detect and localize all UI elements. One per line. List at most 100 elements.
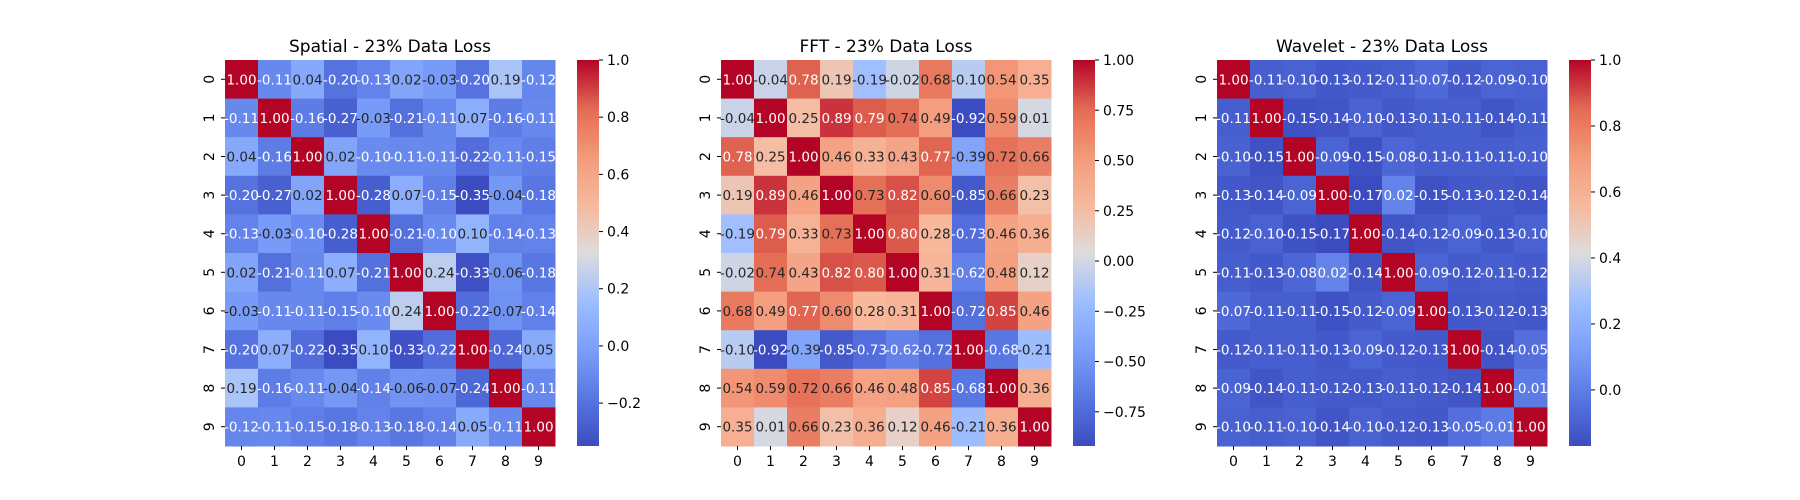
cell-value-label: -0.14: [1480, 111, 1515, 127]
x-tick-label: 2: [799, 454, 808, 470]
heatmap-cell: [1349, 175, 1383, 215]
cell-value-label: 1.00: [259, 111, 289, 127]
heatmap-cell: [522, 291, 556, 331]
y-tick-label: 1: [698, 113, 714, 122]
heatmap-cell: [489, 175, 523, 215]
cell-value-label: 0.46: [920, 420, 950, 436]
colorbar-ticks: 1.0 0.8 0.6 0.4 0.2 0.0: [1591, 53, 1621, 399]
cell-value-label: 0.85: [920, 381, 950, 397]
heatmap-cell: [1250, 137, 1284, 177]
cell-value-label: 1.00: [788, 150, 818, 166]
heatmap-cell: [423, 214, 457, 254]
y-tick-label: 2: [1194, 152, 1210, 161]
heatmap-cell: [522, 330, 556, 370]
y-tick-label: 3: [202, 191, 218, 200]
heatmap-cell: [787, 291, 821, 331]
cell-value-label: 0.48: [986, 265, 1016, 281]
cell-value-label: -0.68: [951, 381, 986, 397]
heatmap-panel-fft: FFT - 23% Data Loss 1.00 -0.04 0.78 0.19 -0.…: [698, 37, 1146, 470]
x-tick-labels: 0 1 2 3 4 5 6 7 8 9: [733, 446, 1039, 470]
cell-value-label: -0.12: [521, 72, 556, 88]
heatmap-cell: [985, 330, 1019, 370]
x-tick-label: 8: [997, 454, 1006, 470]
cell-value-label: -0.39: [951, 150, 986, 166]
cell-value-label: -0.33: [389, 343, 424, 359]
cell-value-label: -0.11: [290, 265, 325, 281]
cell-value-label: -0.27: [257, 188, 292, 204]
cell-value-label: -0.13: [224, 227, 259, 243]
heatmap-cell: [985, 175, 1019, 215]
heatmap-cell: [258, 368, 292, 408]
heatmap-cell: [1415, 330, 1449, 370]
cell-value-label: -0.10: [1216, 150, 1251, 166]
heatmap-cell: [886, 330, 920, 370]
cell-value-label: 0.80: [887, 227, 917, 243]
heatmap-panel-wavelet: Wavelet - 23% Data Loss 1.00 -0.11-0.10-0…: [1194, 37, 1621, 470]
cell-value-label: 0.19: [722, 188, 752, 204]
heatmap-cell: [357, 175, 391, 215]
colorbar-gradient: [577, 60, 599, 446]
y-tick-label: 9: [698, 422, 714, 431]
cell-value-label: 0.66: [1019, 150, 1049, 166]
heatmap-cell: [787, 60, 821, 100]
x-tick-label: 4: [1361, 454, 1370, 470]
heatmap-cell: [423, 368, 457, 408]
y-tick-label: 1: [1194, 113, 1210, 122]
heatmap-cell: [1349, 291, 1383, 331]
heatmap-cell: [820, 330, 854, 370]
cell-value-label: -0.14: [1348, 265, 1383, 281]
cell-value-label: 0.02: [1317, 265, 1347, 281]
cell-value-label: 1.00: [1251, 111, 1281, 127]
heatmap-cell: [423, 175, 457, 215]
cell-value-label: 1.00: [457, 343, 487, 359]
cell-value-label: -0.15: [1414, 188, 1449, 204]
heatmap-cell: [820, 60, 854, 100]
cell-value-label: 0.35: [722, 420, 752, 436]
colorbar-tick-label: −0.2: [607, 396, 641, 412]
cell-value-label: -0.13: [1315, 343, 1350, 359]
heatmap-cell: [721, 407, 755, 447]
cell-value-label: 1.00: [1317, 188, 1347, 204]
heatmap-cell: [952, 368, 986, 408]
heatmap-cell: [1316, 137, 1350, 177]
heatmap-cell: [489, 98, 523, 138]
cell-value-label: -0.11: [224, 111, 259, 127]
heatmap-cell: [357, 407, 391, 447]
heatmap-cell: [390, 137, 424, 177]
heatmap-cell: [754, 60, 788, 100]
cell-value-label: -0.72: [951, 304, 986, 320]
y-tick-label: 8: [1194, 384, 1210, 393]
heatmap-cell: [456, 60, 490, 100]
heatmap-cell: [489, 214, 523, 254]
cell-value-label: 0.82: [821, 265, 851, 281]
colorbar-tick-label: 1.0: [607, 53, 629, 69]
cell-value-label: -0.02: [720, 265, 755, 281]
cell-value-label: -0.12: [1447, 72, 1482, 88]
cell-value-label: 1.00: [821, 188, 851, 204]
cell-value-label: -0.13: [1414, 420, 1449, 436]
heatmap-cell: [1514, 214, 1548, 254]
cell-value-label: -0.10: [720, 343, 755, 359]
cell-value-label: -0.14: [521, 304, 556, 320]
colorbar-tick-label: 0.50: [1103, 154, 1134, 170]
heatmap-cell: [489, 291, 523, 331]
heatmap-cell: [1382, 175, 1416, 215]
cell-value-label: -0.09: [1447, 227, 1482, 243]
cell-value-label: 0.80: [854, 265, 884, 281]
cell-value-label: -0.11: [1282, 381, 1317, 397]
cell-value-label: -0.11: [422, 111, 457, 127]
heatmap-cell: [258, 291, 292, 331]
heatmap-cell: [886, 98, 920, 138]
y-tick-label: 9: [1194, 422, 1210, 431]
heatmap-cell: [787, 214, 821, 254]
cell-value-label: -0.01: [1480, 420, 1515, 436]
cell-value-label: -0.11: [521, 381, 556, 397]
cell-value-label: 0.73: [854, 188, 884, 204]
cell-value-label: 1.00: [1218, 72, 1248, 88]
heatmap-cell: [489, 253, 523, 293]
cell-value-label: 0.85: [986, 304, 1016, 320]
heatmap-cell: [721, 253, 755, 293]
heatmap-cell: [1382, 98, 1416, 138]
cell-value-label: 0.73: [821, 227, 851, 243]
